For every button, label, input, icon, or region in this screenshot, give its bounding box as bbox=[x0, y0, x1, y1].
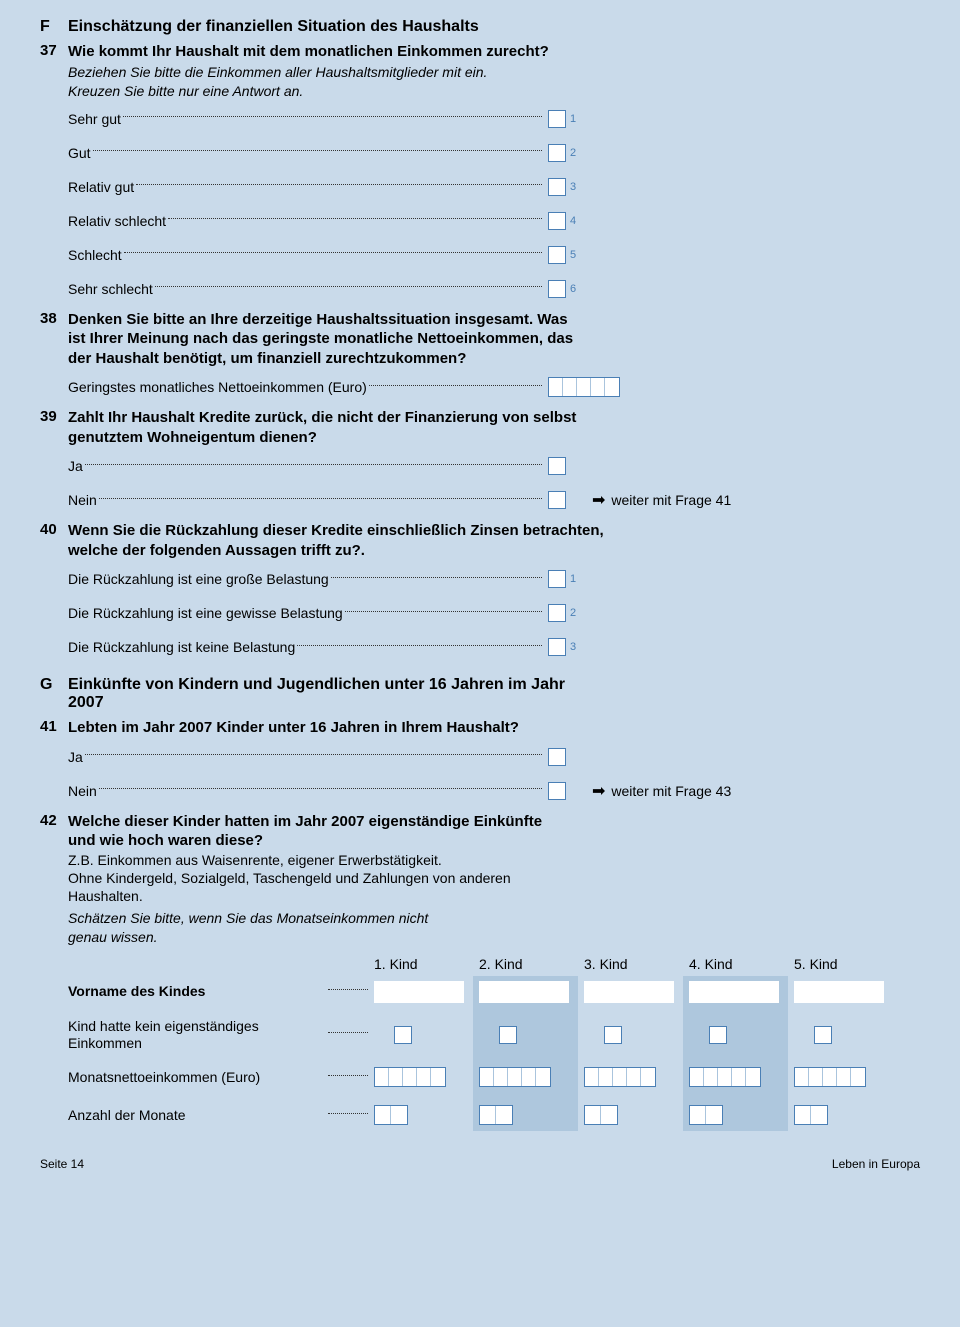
checkbox-option[interactable] bbox=[548, 212, 566, 230]
numeric-input[interactable] bbox=[794, 1105, 828, 1125]
numeric-input[interactable] bbox=[689, 1067, 761, 1087]
checkbox-option[interactable] bbox=[548, 604, 566, 622]
checkbox-option[interactable] bbox=[548, 570, 566, 588]
column-header: 2. Kind bbox=[473, 956, 578, 972]
checkbox-option[interactable] bbox=[548, 178, 566, 196]
column-header: 3. Kind bbox=[578, 956, 683, 972]
question-number: 42 bbox=[40, 812, 68, 946]
option-label: Die Rückzahlung ist eine große Belastung bbox=[68, 571, 329, 587]
option-label: Nein bbox=[68, 783, 97, 799]
option-number: 1 bbox=[570, 113, 580, 125]
checkbox-option[interactable] bbox=[548, 638, 566, 656]
question-note: Beziehen Sie bitte die Einkommen aller H… bbox=[68, 63, 920, 81]
question-text: Zahlt Ihr Haushalt Kredite zurück, die n… bbox=[68, 408, 588, 447]
row-label: Vorname des Kindes bbox=[68, 983, 328, 1000]
numeric-input[interactable] bbox=[479, 1067, 551, 1087]
option-label: Die Rückzahlung ist keine Belastung bbox=[68, 639, 295, 655]
option-number: 2 bbox=[570, 147, 580, 159]
option-number: 5 bbox=[570, 249, 580, 261]
arrow-right-icon: ➡ bbox=[592, 781, 605, 801]
checkbox-no-income[interactable] bbox=[604, 1026, 622, 1044]
option-label: Schlecht bbox=[68, 247, 122, 263]
column-header: 4. Kind bbox=[683, 956, 788, 972]
question-number: 39 bbox=[40, 408, 68, 447]
checkbox-option[interactable] bbox=[548, 110, 566, 128]
checkbox-no[interactable] bbox=[548, 782, 566, 800]
skip-instruction: weiter mit Frage 43 bbox=[611, 783, 731, 799]
section-title: Einschätzung der finanziellen Situation … bbox=[68, 18, 479, 36]
option-number: 3 bbox=[570, 641, 580, 653]
option-label: Sehr gut bbox=[68, 111, 121, 127]
section-title: Einkünfte von Kindern und Jugendlichen u… bbox=[68, 676, 568, 712]
checkbox-no[interactable] bbox=[548, 491, 566, 509]
option-number: 1 bbox=[570, 573, 580, 585]
question-text: Welche dieser Kinder hatten im Jahr 2007… bbox=[68, 812, 568, 851]
column-header: 1. Kind bbox=[368, 956, 473, 972]
option-label: Ja bbox=[68, 458, 83, 474]
income-input[interactable] bbox=[548, 377, 620, 397]
child-name-input[interactable] bbox=[374, 981, 464, 1003]
checkbox-option[interactable] bbox=[548, 280, 566, 298]
checkbox-no-income[interactable] bbox=[394, 1026, 412, 1044]
question-text: Wenn Sie die Rückzahlung dieser Kredite … bbox=[68, 521, 608, 560]
checkbox-no-income[interactable] bbox=[814, 1026, 832, 1044]
checkbox-option[interactable] bbox=[548, 246, 566, 264]
column-header: 5. Kind bbox=[788, 956, 893, 972]
question-number: 41 bbox=[40, 718, 68, 738]
question-subtext: Z.B. Einkommen aus Waisenrente, eigener … bbox=[68, 851, 568, 869]
numeric-input[interactable] bbox=[584, 1067, 656, 1087]
checkbox-yes[interactable] bbox=[548, 748, 566, 766]
option-label: Die Rückzahlung ist eine gewisse Belastu… bbox=[68, 605, 343, 621]
option-label: Sehr schlecht bbox=[68, 281, 153, 297]
question-number: 38 bbox=[40, 310, 68, 369]
child-name-input[interactable] bbox=[689, 981, 779, 1003]
option-label: Ja bbox=[68, 749, 83, 765]
option-label: Gut bbox=[68, 145, 91, 161]
question-number: 40 bbox=[40, 521, 68, 560]
option-number: 3 bbox=[570, 181, 580, 193]
checkbox-no-income[interactable] bbox=[499, 1026, 517, 1044]
numeric-input[interactable] bbox=[374, 1067, 446, 1087]
child-name-input[interactable] bbox=[584, 981, 674, 1003]
question-text: Denken Sie bitte an Ihre derzeitige Haus… bbox=[68, 310, 588, 369]
section-letter: F bbox=[40, 18, 68, 36]
page-number: Seite 14 bbox=[40, 1157, 84, 1171]
numeric-input[interactable] bbox=[794, 1067, 866, 1087]
option-label: Relativ schlecht bbox=[68, 213, 166, 229]
section-letter: G bbox=[40, 676, 68, 712]
option-number: 2 bbox=[570, 607, 580, 619]
question-number: 37 bbox=[40, 42, 68, 100]
option-label: Relativ gut bbox=[68, 179, 134, 195]
question-subtext: Ohne Kindergeld, Sozialgeld, Taschengeld… bbox=[68, 869, 568, 905]
field-label: Geringstes monatliches Nettoeinkommen (E… bbox=[68, 379, 367, 395]
child-name-input[interactable] bbox=[794, 981, 884, 1003]
checkbox-option[interactable] bbox=[548, 144, 566, 162]
numeric-input[interactable] bbox=[689, 1105, 723, 1125]
checkbox-no-income[interactable] bbox=[709, 1026, 727, 1044]
question-note: Schätzen Sie bitte, wenn Sie das Monatse… bbox=[68, 909, 468, 945]
checkbox-yes[interactable] bbox=[548, 457, 566, 475]
skip-instruction: weiter mit Frage 41 bbox=[611, 492, 731, 508]
question-text: Wie kommt Ihr Haushalt mit dem monatlich… bbox=[68, 42, 920, 62]
option-label: Nein bbox=[68, 492, 97, 508]
option-number: 4 bbox=[570, 215, 580, 227]
option-number: 6 bbox=[570, 283, 580, 295]
row-label: Anzahl der Monate bbox=[68, 1107, 328, 1124]
footer-title: Leben in Europa bbox=[832, 1157, 920, 1171]
arrow-right-icon: ➡ bbox=[592, 490, 605, 510]
numeric-input[interactable] bbox=[584, 1105, 618, 1125]
numeric-input[interactable] bbox=[479, 1105, 513, 1125]
row-label: Kind hatte kein eigenständiges Einkommen bbox=[68, 1018, 328, 1052]
question-text: Lebten im Jahr 2007 Kinder unter 16 Jahr… bbox=[68, 718, 920, 738]
numeric-input[interactable] bbox=[374, 1105, 408, 1125]
row-label: Monatsnettoeinkommen (Euro) bbox=[68, 1069, 328, 1086]
child-name-input[interactable] bbox=[479, 981, 569, 1003]
question-note: Kreuzen Sie bitte nur eine Antwort an. bbox=[68, 82, 920, 100]
